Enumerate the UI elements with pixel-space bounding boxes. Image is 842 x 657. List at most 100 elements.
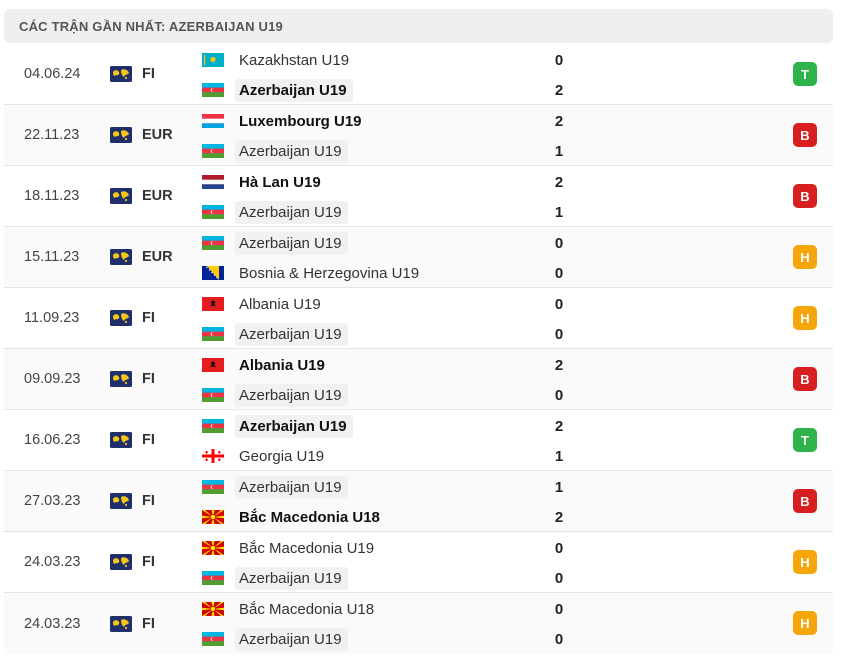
result-badge: B — [793, 184, 817, 208]
away-team-name: Azerbaijan U19 — [235, 383, 348, 407]
match-row[interactable]: 24.03.23 FI Bắc Macedonia U19 0 Azerbaij… — [4, 532, 833, 593]
result-badge: T — [793, 62, 817, 86]
away-team-name: Georgia U19 — [239, 447, 325, 465]
match-date: 22.11.23 — [24, 127, 80, 143]
match-row[interactable]: 15.11.23 EUR Azerbaijan U19 0 Bosnia & H… — [4, 227, 833, 288]
away-team[interactable]: Azerbaijan U19 — [202, 563, 348, 593]
competition-label: EUR — [142, 249, 173, 265]
competition: FI — [110, 532, 155, 592]
match-row[interactable]: 09.09.23 FI Albania U19 2 Azerbaijan U19… — [4, 349, 833, 410]
match-row[interactable]: 22.11.23 EUR Luxembourg U19 2 Azerbaijan… — [4, 105, 833, 166]
home-team[interactable]: Azerbaijan U19 — [202, 228, 348, 258]
home-team[interactable]: Bắc Macedonia U19 — [202, 533, 380, 563]
match-date: 24.03.23 — [24, 615, 81, 632]
match-date: 27.03.23 — [24, 493, 81, 509]
azerbaijan-flag-icon — [202, 480, 224, 494]
competition-icon — [110, 66, 132, 82]
home-team[interactable]: Azerbaijan U19 — [202, 411, 353, 441]
away-team[interactable]: Azerbaijan U19 — [202, 380, 348, 410]
match-row[interactable]: 18.11.23 EUR Hà Lan U19 2 Azerbaijan U19… — [4, 166, 833, 227]
away-team[interactable]: Azerbaijan U19 — [202, 319, 348, 349]
home-score: 2 — [554, 356, 564, 374]
match-row[interactable]: 11.09.23 FI Albania U19 0 Azerbaijan U19… — [4, 288, 833, 349]
away-score: 1 — [554, 203, 564, 221]
azerbaijan-flag-icon — [202, 205, 224, 219]
result-badge: H — [793, 306, 817, 330]
macedonia-flag-icon — [202, 541, 224, 555]
away-team[interactable]: Azerbaijan U19 — [202, 197, 348, 227]
result-badge: B — [793, 367, 817, 391]
competition-icon — [110, 554, 132, 570]
competition: EUR — [110, 166, 173, 226]
away-team[interactable]: Bắc Macedonia U18 — [202, 502, 386, 532]
home-team[interactable]: Hà Lan U19 — [202, 167, 327, 197]
competition-label: FI — [142, 371, 155, 387]
away-score: 0 — [554, 325, 564, 343]
azerbaijan-flag-icon — [202, 236, 224, 250]
home-score: 0 — [554, 295, 564, 313]
match-row[interactable]: 04.06.24 FI Kazakhstan U19 0 Azerbaijan … — [4, 44, 833, 105]
competition-label: EUR — [142, 188, 173, 204]
competition-label: FI — [142, 615, 155, 632]
home-team-name: Albania U19 — [239, 356, 325, 374]
away-team[interactable]: Azerbaijan U19 — [202, 624, 348, 654]
away-team[interactable]: Bosnia & Herzegovina U19 — [202, 258, 425, 288]
competition-icon — [110, 127, 132, 143]
result-badge: B — [793, 123, 817, 147]
macedonia-flag-icon — [202, 510, 224, 524]
away-team[interactable]: Azerbaijan U19 — [202, 75, 353, 105]
competition-icon — [110, 310, 132, 326]
away-team[interactable]: Georgia U19 — [202, 441, 330, 471]
competition-icon — [110, 432, 132, 448]
match-date: 24.03.23 — [24, 554, 81, 570]
home-team-name: Bắc Macedonia U19 — [239, 539, 375, 557]
recent-matches-list: 04.06.24 FI Kazakhstan U19 0 Azerbaijan … — [4, 44, 833, 654]
kazakhstan-flag-icon — [202, 53, 224, 67]
away-team-name: Azerbaijan U19 — [235, 322, 348, 346]
match-date: 16.06.23 — [24, 432, 81, 448]
match-row[interactable]: 24.03.23 FI Bắc Macedonia U18 0 Azerbaij… — [4, 593, 833, 654]
competition-label: FI — [142, 310, 155, 326]
competition: FI — [110, 288, 155, 348]
competition: FI — [110, 471, 155, 531]
home-team-name: Hà Lan U19 — [239, 173, 321, 191]
home-team[interactable]: Bắc Macedonia U18 — [202, 594, 380, 624]
match-row[interactable]: 16.06.23 FI Azerbaijan U19 2 Georgia U19… — [4, 410, 833, 471]
competition: FI — [110, 349, 155, 409]
match-row[interactable]: 27.03.23 FI Azerbaijan U19 1 Bắc Macedon… — [4, 471, 833, 532]
home-team[interactable]: Kazakhstan U19 — [202, 45, 355, 75]
section-header: CÁC TRẬN GẦN NHẤT: AZERBAIJAN U19 — [4, 9, 833, 43]
away-score: 0 — [554, 630, 564, 648]
match-date: 15.11.23 — [24, 249, 80, 265]
home-score: 2 — [554, 112, 564, 130]
match-date: 18.11.23 — [24, 188, 80, 204]
netherlands-flag-icon — [202, 175, 224, 189]
albania-flag-icon — [202, 297, 224, 311]
competition: EUR — [110, 105, 173, 165]
section-title: CÁC TRẬN GẦN NHẤT: AZERBAIJAN U19 — [19, 18, 283, 34]
home-score: 2 — [554, 417, 564, 435]
away-team-name: Azerbaijan U19 — [235, 200, 348, 224]
competition: EUR — [110, 227, 173, 287]
home-team[interactable]: Albania U19 — [202, 350, 331, 380]
result-badge: T — [793, 428, 817, 452]
albania-flag-icon — [202, 358, 224, 372]
home-score: 1 — [554, 478, 564, 496]
azerbaijan-flag-icon — [202, 419, 224, 433]
away-score: 0 — [554, 569, 564, 587]
home-team-name: Azerbaijan U19 — [235, 231, 348, 255]
home-team[interactable]: Albania U19 — [202, 289, 327, 319]
competition: FI — [110, 593, 155, 654]
match-date: 11.09.23 — [24, 310, 80, 326]
home-team-name: Luxembourg U19 — [239, 112, 362, 130]
away-team[interactable]: Azerbaijan U19 — [202, 136, 348, 166]
away-team-name: Azerbaijan U19 — [235, 627, 348, 651]
result-badge: H — [793, 550, 817, 574]
result-badge: B — [793, 489, 817, 513]
home-score: 0 — [554, 539, 564, 557]
competition: FI — [110, 410, 155, 470]
competition-icon — [110, 249, 132, 265]
home-team[interactable]: Luxembourg U19 — [202, 106, 368, 136]
result-badge: H — [793, 611, 817, 635]
home-team[interactable]: Azerbaijan U19 — [202, 472, 348, 502]
